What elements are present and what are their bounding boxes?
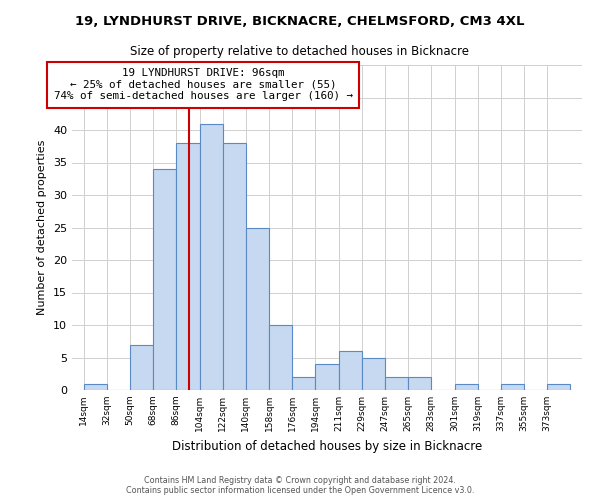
Bar: [316, 364, 338, 390]
Bar: [130, 344, 153, 390]
Text: Contains HM Land Registry data © Crown copyright and database right 2024.
Contai: Contains HM Land Registry data © Crown c…: [126, 476, 474, 495]
Text: 19 LYNDHURST DRIVE: 96sqm
← 25% of detached houses are smaller (55)
74% of semi-: 19 LYNDHURST DRIVE: 96sqm ← 25% of detac…: [54, 68, 353, 102]
Bar: [223, 143, 246, 390]
Bar: [200, 124, 223, 390]
Bar: [292, 377, 316, 390]
Bar: [385, 377, 408, 390]
Y-axis label: Number of detached properties: Number of detached properties: [37, 140, 47, 315]
Text: 19, LYNDHURST DRIVE, BICKNACRE, CHELMSFORD, CM3 4XL: 19, LYNDHURST DRIVE, BICKNACRE, CHELMSFO…: [75, 15, 525, 28]
Bar: [83, 384, 107, 390]
Bar: [176, 143, 200, 390]
Bar: [362, 358, 385, 390]
Bar: [269, 325, 292, 390]
Bar: [153, 169, 176, 390]
Bar: [547, 384, 571, 390]
Text: Size of property relative to detached houses in Bicknacre: Size of property relative to detached ho…: [131, 45, 470, 58]
Bar: [501, 384, 524, 390]
Bar: [338, 351, 362, 390]
Bar: [408, 377, 431, 390]
Bar: [246, 228, 269, 390]
X-axis label: Distribution of detached houses by size in Bicknacre: Distribution of detached houses by size …: [172, 440, 482, 452]
Bar: [455, 384, 478, 390]
